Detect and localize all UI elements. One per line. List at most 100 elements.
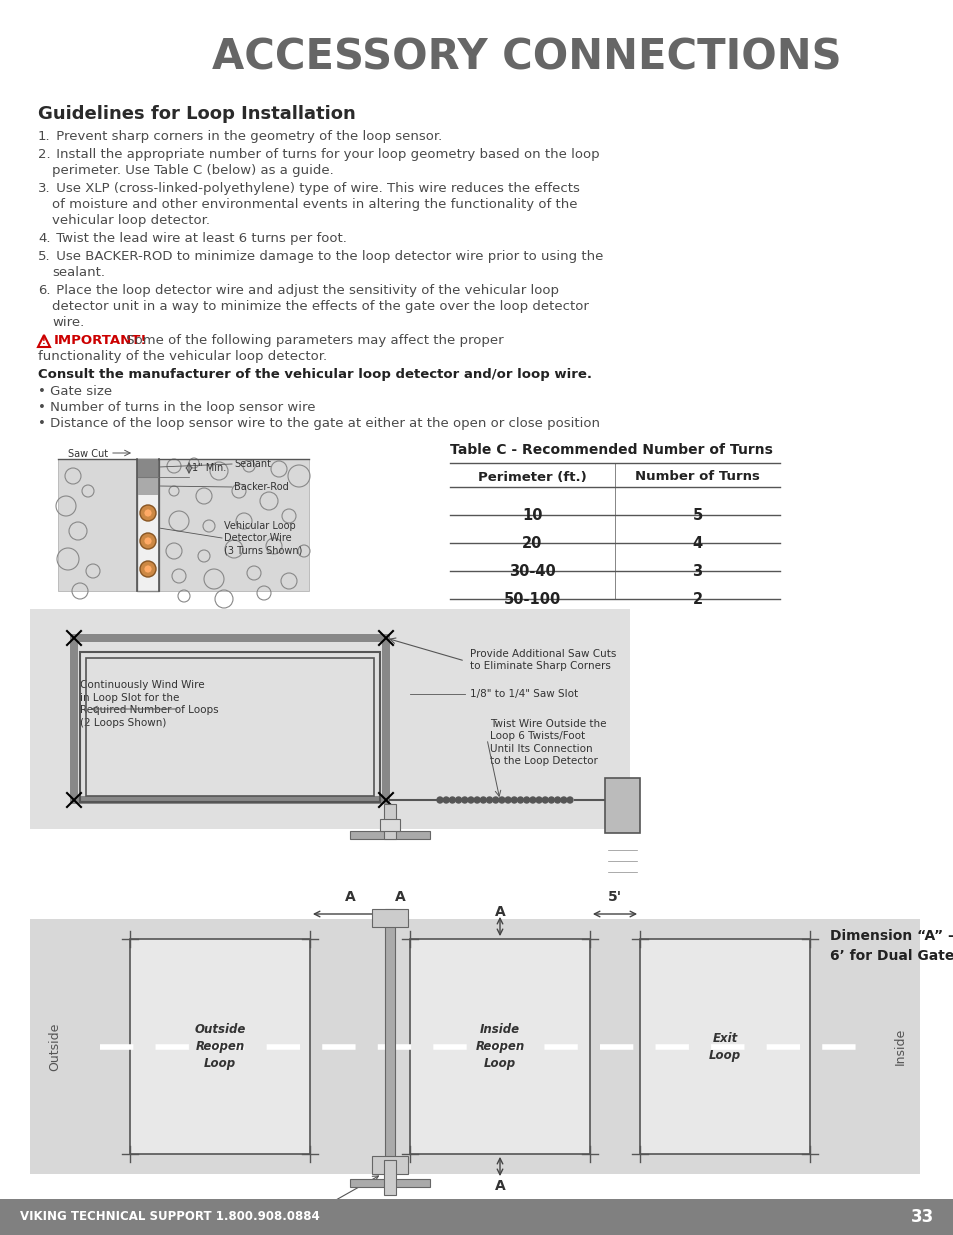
- Text: Saw Cut: Saw Cut: [68, 450, 108, 459]
- Text: Table C - Recommended Number of Turns: Table C - Recommended Number of Turns: [450, 443, 772, 457]
- Text: Dimension “A” - 5’ for Single Gate
6’ for Dual Gate: Dimension “A” - 5’ for Single Gate 6’ fo…: [829, 929, 953, 962]
- Text: • Gate size: • Gate size: [38, 385, 112, 398]
- Text: Use BACKER-ROD to minimize damage to the loop detector wire prior to using the: Use BACKER-ROD to minimize damage to the…: [52, 249, 602, 263]
- Text: 5: 5: [692, 508, 702, 522]
- Text: Number of Turns: Number of Turns: [635, 471, 760, 483]
- Circle shape: [140, 561, 156, 577]
- Text: A: A: [344, 890, 355, 904]
- Circle shape: [144, 537, 152, 545]
- Bar: [138, 459, 158, 477]
- Bar: [130, 939, 310, 1153]
- Text: !: !: [42, 337, 46, 347]
- Bar: [350, 831, 430, 839]
- Bar: [381, 634, 390, 804]
- Circle shape: [560, 797, 566, 803]
- Text: A: A: [494, 904, 505, 919]
- Text: Install the appropriate number of turns for your loop geometry based on the loop: Install the appropriate number of turns …: [52, 148, 599, 161]
- Text: Exit
Loop: Exit Loop: [708, 1031, 740, 1062]
- Text: Place the loop detector wire and adjust the sensitivity of the vehicular loop: Place the loop detector wire and adjust …: [52, 284, 558, 296]
- Text: Outside: Outside: [49, 1023, 61, 1071]
- Bar: [70, 797, 390, 804]
- Bar: [30, 609, 629, 829]
- Text: 1" Min.: 1" Min.: [192, 463, 226, 473]
- Circle shape: [140, 505, 156, 521]
- Bar: [410, 939, 589, 1153]
- Circle shape: [548, 797, 554, 803]
- Text: wire.: wire.: [52, 316, 84, 329]
- Text: Gates in
Closed Position: Gates in Closed Position: [250, 1204, 330, 1226]
- Circle shape: [541, 797, 548, 803]
- Text: Backer-Rod: Backer-Rod: [233, 482, 289, 492]
- Bar: [385, 909, 395, 1184]
- Text: 5': 5': [607, 890, 621, 904]
- Bar: [138, 477, 158, 495]
- Circle shape: [498, 797, 504, 803]
- Text: IMPORTANT!: IMPORTANT!: [54, 333, 148, 347]
- Text: A: A: [395, 890, 405, 904]
- Circle shape: [511, 797, 517, 803]
- Text: vehicular loop detector.: vehicular loop detector.: [52, 214, 210, 227]
- Text: Outside
Reopen
Loop: Outside Reopen Loop: [194, 1023, 246, 1070]
- Text: Some of the following parameters may affect the proper: Some of the following parameters may aff…: [122, 333, 503, 347]
- Text: 30-40: 30-40: [509, 563, 556, 578]
- Text: 1/8" to 1/4" Saw Slot: 1/8" to 1/4" Saw Slot: [470, 689, 578, 699]
- Bar: [58, 459, 137, 592]
- Text: 4.: 4.: [38, 232, 51, 245]
- Circle shape: [140, 534, 156, 550]
- Text: Inside
Reopen
Loop: Inside Reopen Loop: [475, 1023, 524, 1070]
- Circle shape: [536, 797, 541, 803]
- Text: of moisture and other environmental events in altering the functionality of the: of moisture and other environmental even…: [52, 198, 577, 211]
- Text: 5.: 5.: [38, 249, 51, 263]
- Text: Prevent sharp corners in the geometry of the loop sensor.: Prevent sharp corners in the geometry of…: [52, 130, 442, 143]
- Bar: [384, 1160, 395, 1195]
- Text: Inside: Inside: [893, 1028, 905, 1065]
- Text: 20: 20: [521, 536, 542, 551]
- Text: VIKING TECHNICAL SUPPORT 1.800.908.0884: VIKING TECHNICAL SUPPORT 1.800.908.0884: [20, 1210, 319, 1224]
- Circle shape: [492, 797, 498, 803]
- Bar: [379, 1218, 399, 1230]
- Text: 1.: 1.: [38, 130, 51, 143]
- Text: Twist the lead wire at least 6 turns per foot.: Twist the lead wire at least 6 turns per…: [52, 232, 347, 245]
- Bar: [86, 658, 374, 797]
- Text: ACCESSORY CONNECTIONS: ACCESSORY CONNECTIONS: [212, 37, 841, 79]
- Bar: [379, 819, 399, 831]
- Text: Provide Additional Saw Cuts
to Eliminate Sharp Corners: Provide Additional Saw Cuts to Eliminate…: [470, 650, 616, 672]
- Bar: [80, 652, 379, 802]
- Circle shape: [468, 797, 474, 803]
- Text: sealant.: sealant.: [52, 266, 105, 279]
- Bar: [604, 778, 639, 832]
- Bar: [159, 459, 309, 592]
- Circle shape: [456, 797, 461, 803]
- Bar: [350, 1179, 430, 1187]
- Text: 33: 33: [910, 1208, 933, 1226]
- Text: 3: 3: [692, 563, 701, 578]
- Text: A: A: [494, 1179, 505, 1193]
- Text: functionality of the vehicular loop detector.: functionality of the vehicular loop dete…: [38, 350, 327, 363]
- Text: 4: 4: [692, 536, 701, 551]
- Text: • Distance of the loop sensor wire to the gate at either at the open or close po: • Distance of the loop sensor wire to th…: [38, 417, 599, 430]
- Bar: [137, 459, 159, 592]
- Circle shape: [566, 797, 573, 803]
- Circle shape: [144, 509, 152, 517]
- Bar: [372, 909, 408, 927]
- Circle shape: [144, 564, 152, 573]
- Text: Consult the manufacturer of the vehicular loop detector and/or loop wire.: Consult the manufacturer of the vehicula…: [38, 368, 592, 382]
- Circle shape: [479, 797, 486, 803]
- Text: 2: 2: [692, 592, 701, 606]
- Polygon shape: [38, 335, 50, 347]
- Text: Perimeter (ft.): Perimeter (ft.): [477, 471, 586, 483]
- Circle shape: [486, 797, 492, 803]
- Circle shape: [461, 797, 467, 803]
- Bar: [70, 634, 390, 642]
- Text: • Number of turns in the loop sensor wire: • Number of turns in the loop sensor wir…: [38, 401, 315, 414]
- Circle shape: [436, 797, 442, 803]
- Text: Use XLP (cross-linked-polyethylene) type of wire. This wire reduces the effects: Use XLP (cross-linked-polyethylene) type…: [52, 182, 579, 195]
- Text: 2.: 2.: [38, 148, 51, 161]
- Circle shape: [449, 797, 455, 803]
- Text: 10: 10: [521, 508, 542, 522]
- Bar: [384, 804, 395, 839]
- Bar: [639, 939, 809, 1153]
- Circle shape: [517, 797, 523, 803]
- Text: Sealant: Sealant: [233, 459, 271, 469]
- Text: perimeter. Use Table C (below) as a guide.: perimeter. Use Table C (below) as a guid…: [52, 164, 334, 177]
